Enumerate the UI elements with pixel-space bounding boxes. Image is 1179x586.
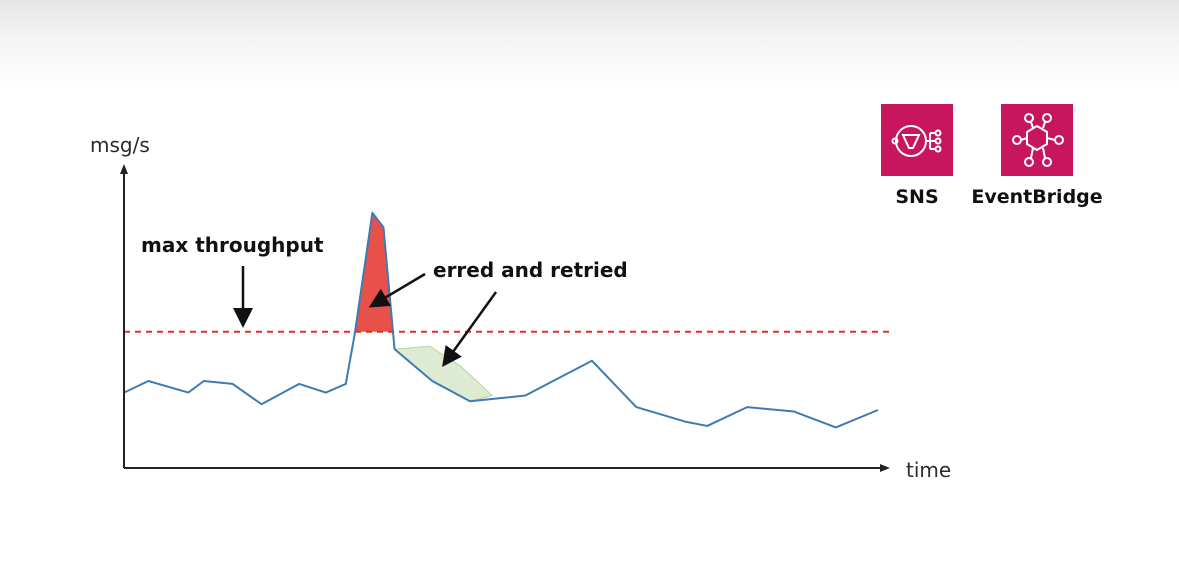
throughput-series-line	[123, 211, 879, 429]
header-fade	[0, 0, 1179, 90]
erred-arrow	[368, 272, 426, 308]
sns-label: SNS	[895, 186, 939, 208]
retried-arrow	[442, 291, 498, 368]
x-axis-arrowhead	[880, 464, 890, 472]
eventbridge-service-badge: EventBridge	[965, 104, 1109, 208]
max-throughput-label: max throughput	[141, 233, 324, 257]
y-axis-arrowhead	[120, 164, 128, 174]
x-axis-label: time	[906, 458, 951, 482]
retried-region	[393, 345, 494, 402]
sns-icon	[881, 104, 953, 176]
sns-service-badge: SNS	[881, 104, 953, 208]
series-layer	[123, 211, 879, 429]
eventbridge-label: EventBridge	[971, 186, 1103, 208]
y-axis-label: msg/s	[90, 133, 150, 157]
erred-and-retried-label: erred and retried	[433, 258, 628, 282]
eventbridge-icon	[1001, 104, 1073, 176]
